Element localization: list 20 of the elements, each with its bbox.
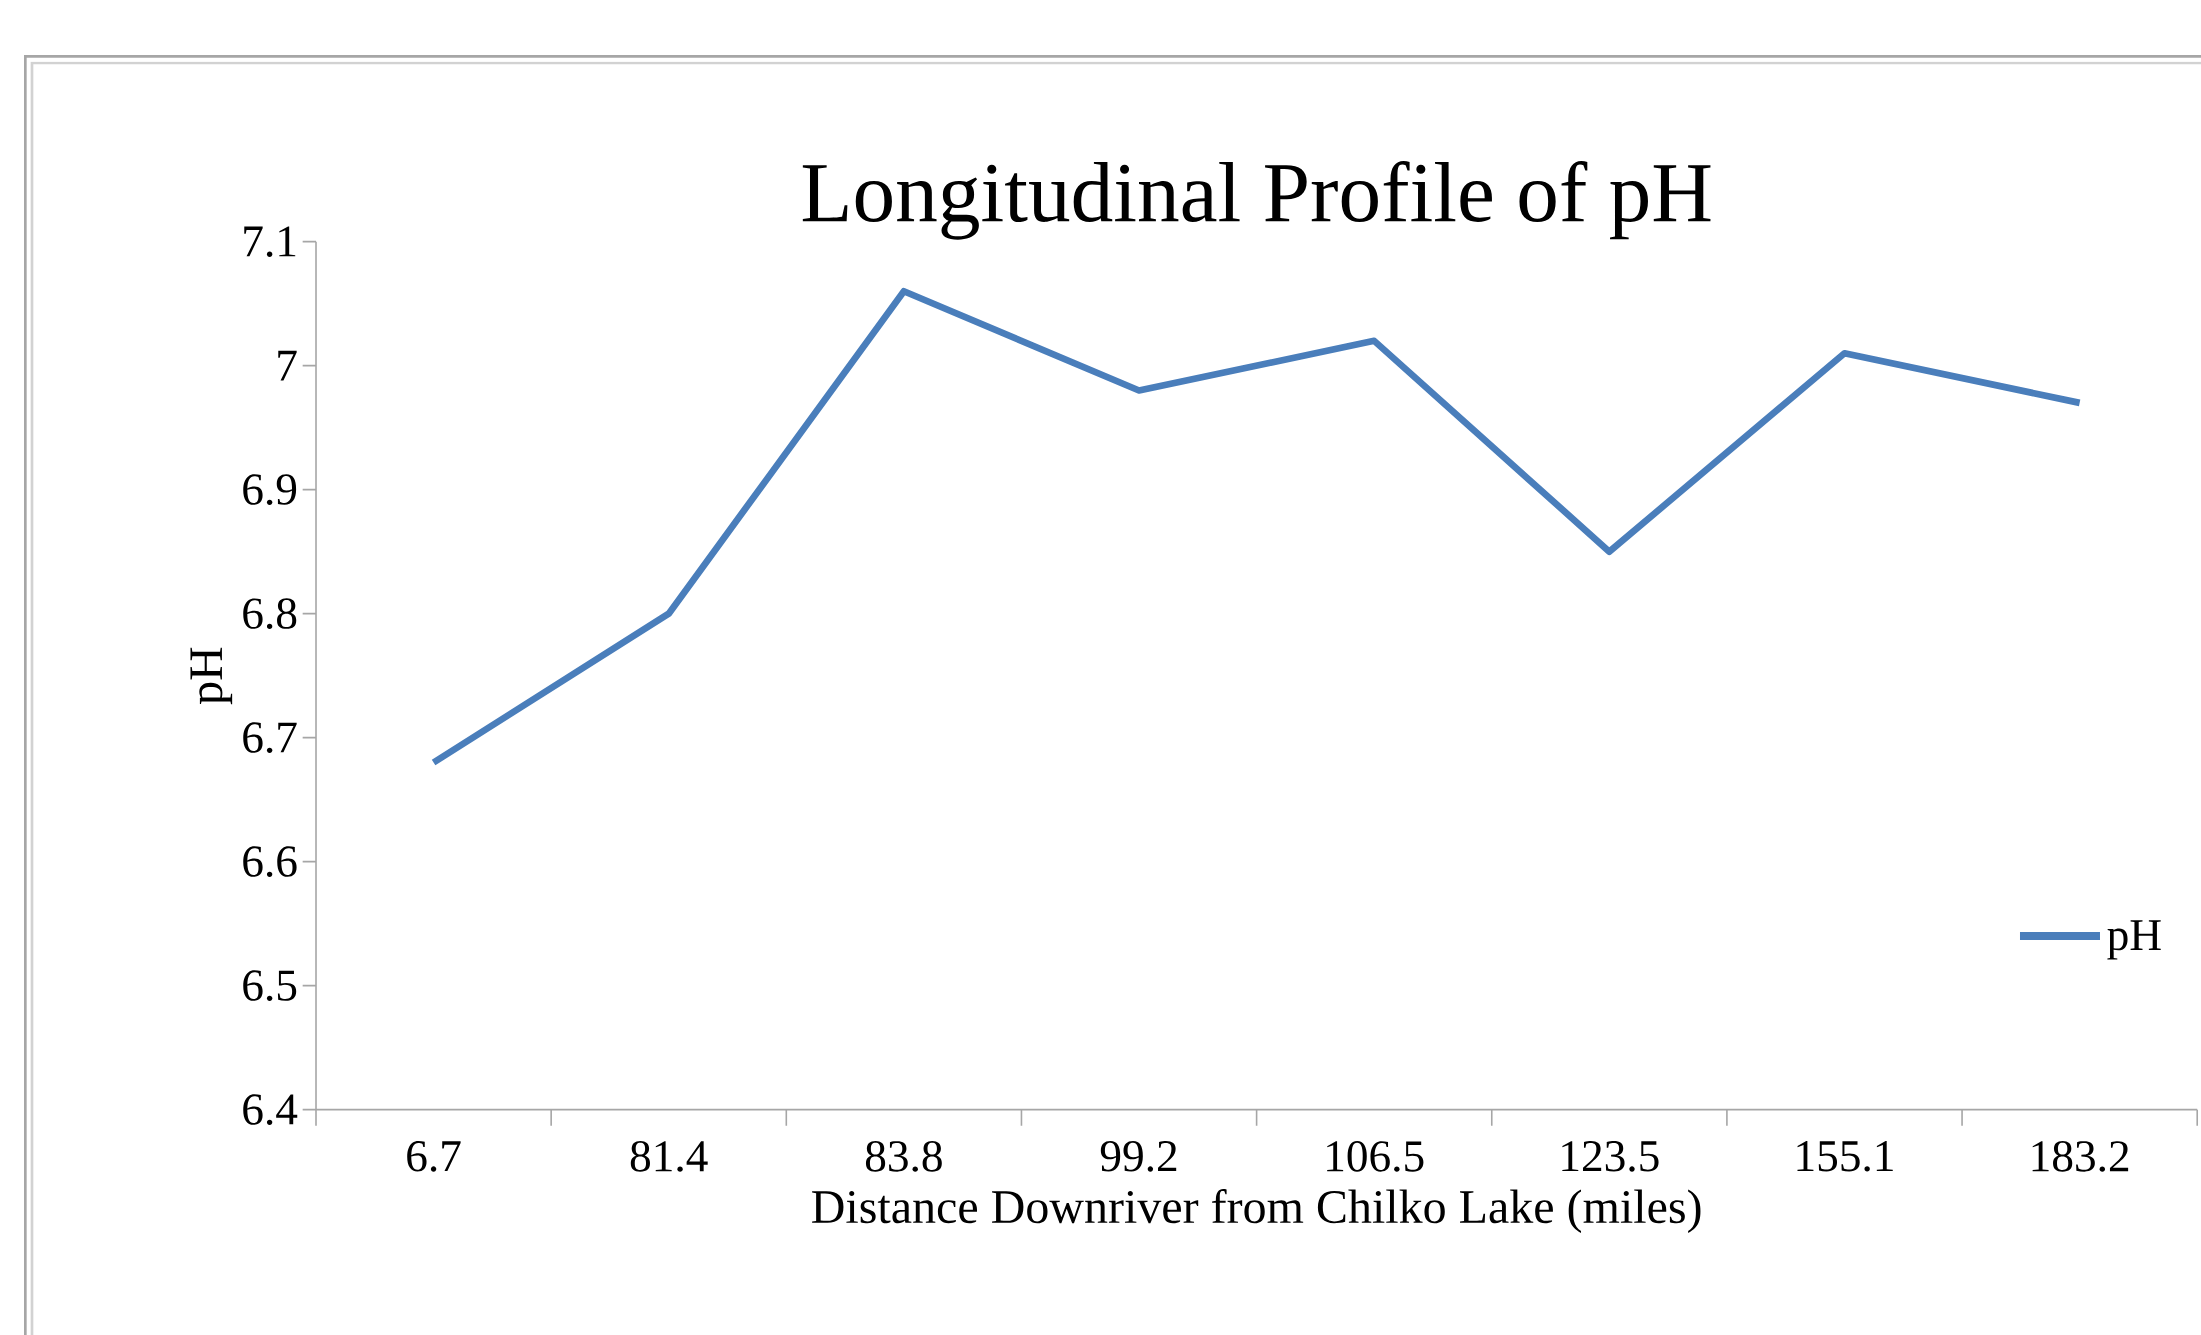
y-tick-label: 7.1 xyxy=(244,226,296,257)
x-tick-label: 81.4 xyxy=(630,1141,708,1172)
x-tick-label: 99.2 xyxy=(1100,1141,1177,1172)
x-tick-label: 83.8 xyxy=(865,1141,942,1172)
y-tick-label: 7 xyxy=(278,350,297,381)
y-tick-label: 6.7 xyxy=(243,722,297,753)
x-tick-label: 123.5 xyxy=(1562,1141,1659,1172)
y-tick-label: 6.5 xyxy=(243,970,297,1001)
x-axis-title: Distance Downriver from Chilko Lake (miles) xyxy=(812,1188,1701,1234)
x-tick-label: 155.1 xyxy=(1797,1141,1893,1172)
chart-title: Longitudinal Profile of pH xyxy=(802,161,1711,240)
y-tick-label: 6.4 xyxy=(243,1094,298,1125)
y-tick-label: 6.8 xyxy=(243,598,297,630)
y-tick-label: 6.6 xyxy=(243,846,297,877)
legend-label: pH xyxy=(2107,920,2161,960)
y-tick-label: 6.9 xyxy=(243,474,297,505)
x-tick-label: 6.7 xyxy=(407,1141,461,1172)
x-tick-label: 106.5 xyxy=(1327,1141,1424,1172)
y-axis-title: pH xyxy=(190,647,233,705)
x-tick-label: 183.2 xyxy=(2032,1141,2129,1172)
